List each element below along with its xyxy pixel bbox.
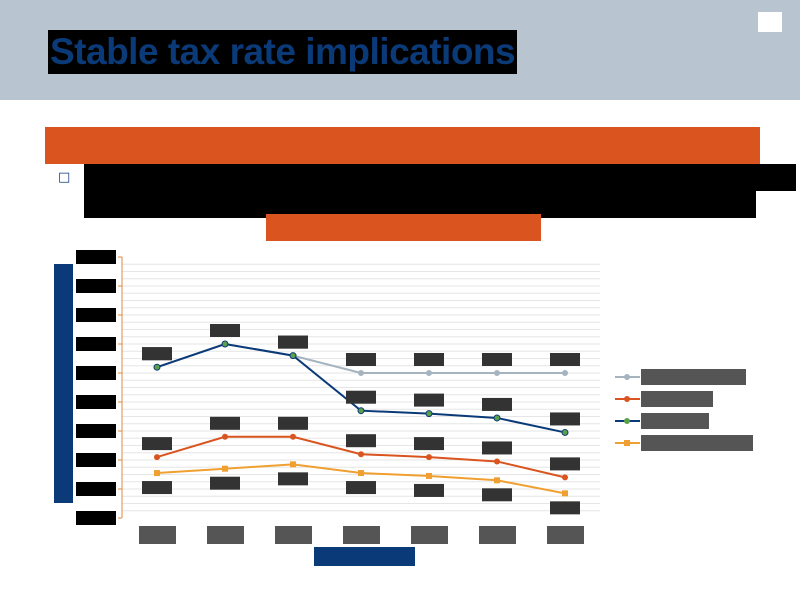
data-point [493, 414, 501, 422]
data-label [142, 481, 172, 495]
data-point [425, 410, 433, 418]
y-tick-label [76, 395, 116, 409]
y-axis-title [54, 264, 73, 503]
data-point [357, 407, 365, 415]
y-tick-label [76, 482, 116, 496]
y-tick-label [76, 308, 116, 322]
data-label [482, 353, 512, 366]
data-point [153, 363, 161, 371]
legend-label [641, 369, 746, 385]
data-label [346, 390, 376, 404]
data-label [210, 324, 240, 337]
data-label [550, 412, 580, 426]
data-label [482, 488, 512, 502]
y-tick-label [76, 453, 116, 467]
data-point [426, 454, 432, 461]
corner-box [758, 12, 782, 32]
legend-marker [624, 396, 630, 402]
y-tick-label [76, 337, 116, 351]
data-label [346, 434, 376, 448]
x-axis-title [314, 547, 415, 566]
x-tick-label [275, 526, 312, 544]
y-tick-label [76, 250, 116, 264]
legend-label [641, 435, 753, 451]
square-bullet-icon: □ [58, 170, 71, 185]
data-label [210, 476, 240, 490]
data-label [414, 353, 444, 366]
data-label [278, 416, 308, 430]
data-point [426, 370, 432, 376]
data-label [550, 457, 580, 471]
data-point [222, 433, 228, 440]
page-title: Stable tax rate implications [48, 30, 518, 74]
data-label [414, 437, 444, 451]
x-tick-label [139, 526, 176, 544]
data-label [550, 501, 580, 515]
data-label [278, 472, 308, 486]
data-label [142, 437, 172, 451]
legend-label [641, 413, 709, 429]
data-point [290, 433, 296, 440]
y-tick-label [76, 279, 116, 293]
bullet-text-line-2 [84, 191, 756, 218]
data-point [494, 477, 500, 484]
legend-label [641, 391, 713, 407]
data-point [562, 370, 568, 376]
data-point [494, 458, 500, 465]
data-label [346, 353, 376, 366]
x-tick-label [343, 526, 380, 544]
y-tick-label [76, 511, 116, 525]
data-label [210, 416, 240, 430]
data-point [358, 470, 364, 477]
x-tick-label [479, 526, 516, 544]
data-point [562, 474, 568, 481]
legend-marker [624, 440, 630, 446]
data-point [426, 472, 432, 479]
data-point [154, 470, 160, 477]
data-point [561, 428, 569, 436]
data-point [358, 451, 364, 458]
bullet-text-line-1 [84, 164, 796, 191]
legend-marker [624, 374, 630, 380]
data-label [414, 393, 444, 407]
data-label [482, 397, 512, 411]
data-label [142, 347, 172, 361]
data-label [346, 481, 376, 495]
data-label [278, 335, 308, 349]
data-point [289, 352, 297, 360]
y-tick-label [76, 424, 116, 438]
x-tick-label [547, 526, 584, 544]
data-point [222, 465, 228, 472]
data-label [414, 483, 444, 497]
data-point [290, 461, 296, 468]
subtitle-band [45, 127, 760, 164]
data-point [221, 340, 229, 348]
x-tick-label [207, 526, 244, 544]
data-label [482, 441, 512, 455]
chart-title [266, 214, 541, 241]
data-point [154, 454, 160, 461]
data-point [358, 370, 364, 376]
data-label [550, 353, 580, 366]
data-point [562, 490, 568, 497]
x-tick-label [411, 526, 448, 544]
y-tick-label [76, 366, 116, 380]
legend-marker [624, 418, 630, 424]
data-point [494, 370, 500, 376]
